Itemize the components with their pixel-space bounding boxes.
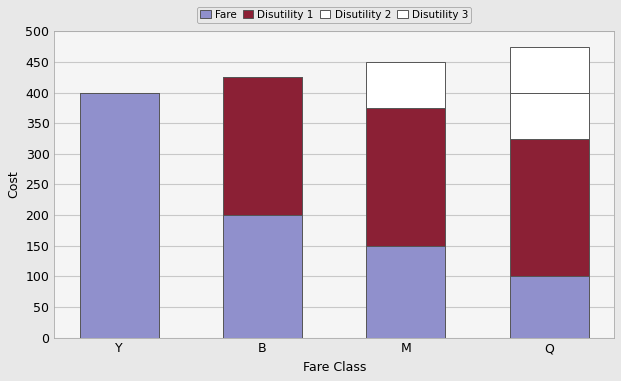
Bar [366,246,445,338]
Legend: Fare, Disutility 1, Disutility 2, Disutility 3: Fare, Disutility 1, Disutility 2, Disuti… [197,7,471,23]
Y-axis label: Cost: Cost [7,171,20,199]
Bar [223,77,302,215]
X-axis label: Fare Class: Fare Class [302,361,366,374]
Bar [80,93,158,338]
Bar [510,46,589,93]
Bar [510,139,589,276]
Bar [366,62,445,108]
Bar [510,276,589,338]
Bar [510,93,589,139]
Bar [366,108,445,246]
Bar [223,215,302,338]
